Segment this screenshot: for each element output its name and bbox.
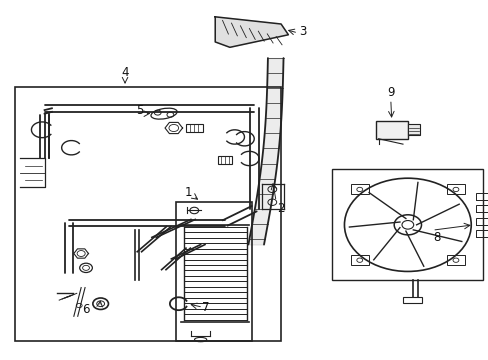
Polygon shape xyxy=(215,17,288,47)
Bar xyxy=(446,255,464,265)
Text: 4: 4 xyxy=(121,66,128,79)
Bar xyxy=(475,218,488,225)
Bar xyxy=(217,156,232,164)
Text: 6: 6 xyxy=(82,303,90,316)
Bar xyxy=(402,297,422,303)
Text: 8: 8 xyxy=(432,231,440,244)
Bar xyxy=(185,124,203,132)
Bar xyxy=(446,184,464,194)
Bar xyxy=(475,193,488,200)
Text: 9: 9 xyxy=(386,86,394,99)
Bar xyxy=(15,87,281,341)
Bar xyxy=(475,205,488,212)
Text: 7: 7 xyxy=(202,301,209,314)
Text: 3: 3 xyxy=(299,25,306,38)
Bar xyxy=(350,255,368,265)
Text: 5: 5 xyxy=(136,104,143,117)
Text: 2: 2 xyxy=(277,202,284,215)
Bar xyxy=(331,169,483,280)
Bar xyxy=(475,230,488,237)
Bar xyxy=(407,125,419,135)
Bar xyxy=(350,184,368,194)
Text: 1: 1 xyxy=(184,186,192,199)
Bar xyxy=(375,121,407,139)
Bar xyxy=(176,202,251,341)
